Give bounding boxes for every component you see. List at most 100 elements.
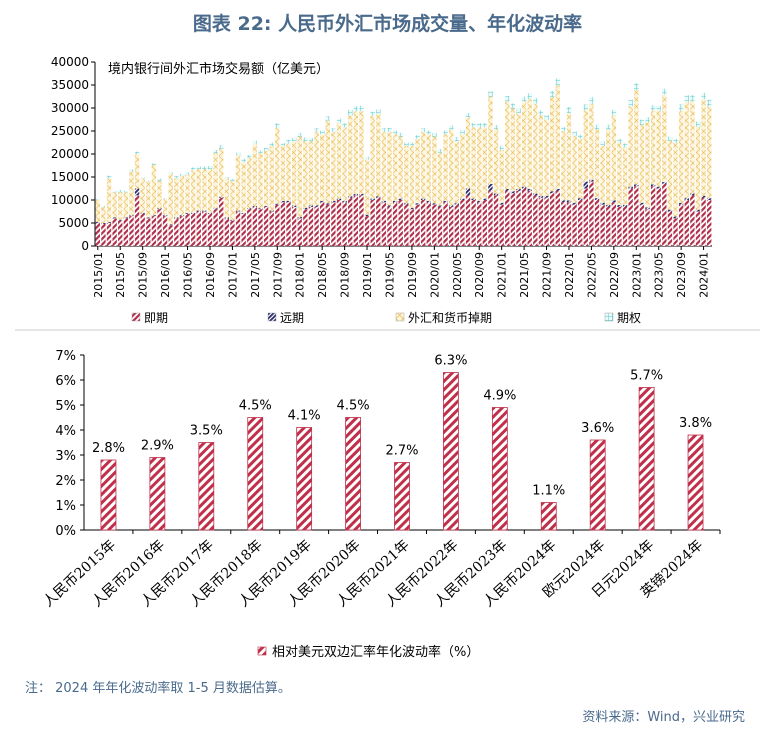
top-bar-segment [521, 101, 527, 187]
top-bar-segment [297, 217, 302, 219]
top-bar-segment [241, 213, 246, 246]
top-bar-segment [673, 218, 678, 246]
top-bar-segment [690, 195, 695, 246]
top-bar-segment [622, 143, 628, 148]
top-bar-segment [314, 131, 319, 206]
top-bar-segment [252, 205, 258, 207]
top-bar-segment [202, 211, 207, 246]
bottom-y-tick-label: 6% [55, 374, 76, 389]
top-bar-segment [701, 195, 706, 198]
top-x-tick-label: 2020/05 [451, 252, 464, 298]
top-x-tick-label: 2016/09 [204, 252, 217, 298]
top-bar-segment [258, 209, 263, 246]
top-bar-segment [600, 202, 605, 205]
top-bar-segment [544, 114, 549, 120]
top-bar-segment [207, 169, 213, 213]
top-legend-swatch [395, 312, 405, 322]
top-bar-segment [611, 200, 617, 203]
top-bar-segment [521, 186, 527, 189]
top-x-tick-label: 2019/09 [406, 252, 419, 298]
top-bar-segment [252, 143, 258, 206]
top-bar-segment [134, 151, 140, 154]
top-bar-segment [594, 200, 600, 246]
top-bar-segment [219, 196, 224, 198]
top-bar-segment [521, 188, 527, 246]
top-bar-segment [359, 105, 364, 112]
top-bar-segment [448, 129, 454, 206]
top-bar-segment [673, 142, 678, 217]
top-bar-segment [370, 115, 375, 199]
bottom-data-label: 4.5% [239, 399, 272, 414]
top-bar-segment [667, 140, 673, 210]
top-bar-segment [118, 189, 123, 193]
top-bar-segment [488, 190, 493, 246]
top-x-tick-label: 2023/01 [630, 252, 643, 298]
top-legend-swatch [604, 312, 614, 322]
top-x-tick-label: 2021/09 [541, 252, 554, 298]
top-bar-segment [376, 109, 381, 114]
bottom-bar [540, 502, 557, 531]
top-bar-segment [112, 191, 117, 193]
top-bar-segment [151, 215, 157, 217]
source-credit: 资料来源：Wind，兴业研究 [582, 710, 745, 725]
top-bar-segment [538, 197, 544, 246]
top-bar-segment [123, 192, 129, 218]
top-bar-segment [269, 210, 274, 212]
top-bar-segment [168, 225, 173, 246]
top-bar-segment [465, 188, 471, 196]
top-bar-segment [230, 220, 235, 246]
bottom-bar [247, 417, 264, 531]
top-bar-segment [258, 150, 263, 154]
top-bar-segment [572, 136, 577, 203]
top-bar-segment [291, 205, 297, 207]
top-bar-segment [387, 206, 392, 246]
top-bar-segment [291, 206, 297, 246]
top-bar-segment [437, 148, 443, 153]
top-bar-segment [533, 97, 538, 104]
top-bar-segment [622, 147, 628, 206]
top-bar-segment [678, 202, 684, 205]
top-bar-segment [157, 178, 162, 181]
top-bar-segment [106, 223, 112, 246]
bottom-legend-swatch [257, 646, 267, 656]
footnote: 注： 2024 年年化波动率取 1-5 月数据估算。 [25, 681, 291, 696]
top-bar-segment [493, 125, 499, 130]
bottom-data-label: 3.6% [581, 421, 614, 436]
top-bar-segment [376, 113, 381, 197]
top-bar-segment [572, 204, 577, 246]
top-bar-segment [639, 204, 645, 246]
top-x-tick-label: 2021/01 [496, 252, 509, 298]
top-bar-segment [409, 142, 415, 146]
top-bar-segment [319, 134, 325, 201]
top-bar-segment [342, 200, 347, 203]
top-bar-segment [263, 148, 269, 151]
top-bar-segment [505, 101, 510, 189]
top-bar-segment [190, 212, 196, 214]
top-bar-segment [448, 206, 454, 246]
top-bar-segment [112, 192, 117, 218]
top-bar-segment [549, 96, 555, 192]
top-bar-segment [589, 96, 594, 104]
bottom-data-label: 3.5% [190, 424, 223, 439]
top-bar-segment [684, 101, 689, 199]
top-bar-segment [224, 217, 230, 219]
top-bar-segment [477, 202, 482, 246]
top-legend-swatch [131, 312, 141, 322]
top-bar-segment [600, 204, 605, 246]
top-bar-segment [392, 202, 398, 246]
top-bar-segment [645, 209, 650, 246]
top-bar-segment [381, 202, 387, 246]
top-bar-segment [247, 157, 252, 209]
top-bar-segment [527, 188, 532, 191]
top-bar-segment [583, 181, 588, 189]
top-bar-segment [140, 212, 145, 214]
top-bar-segment [348, 109, 353, 116]
top-bar-segment [471, 198, 476, 200]
top-bar-segment [106, 178, 112, 223]
top-bar-segment [645, 122, 650, 208]
top-bar-segment [336, 118, 342, 123]
top-bar-segment [308, 206, 314, 246]
top-bar-segment [202, 169, 207, 211]
top-bar-segment [544, 119, 549, 196]
top-bar-segment [639, 202, 645, 205]
